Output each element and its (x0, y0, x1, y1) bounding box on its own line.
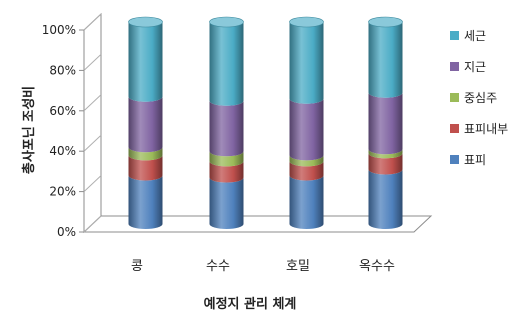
bar-top-cap (209, 16, 244, 28)
x-tick-label: 옥수수 (359, 259, 395, 274)
bar-segment (128, 96, 163, 153)
bar-segment (368, 22, 403, 98)
x-axis-title: 예정지 관리 체계 (204, 296, 297, 312)
legend-label: 표피 (464, 153, 486, 167)
y-tick-label: 60% (49, 104, 76, 118)
y-tick-label: 0% (57, 225, 76, 239)
bar-stack (128, 16, 163, 229)
legend-swatch (450, 31, 459, 40)
side-wall (83, 12, 102, 234)
bar-segment (368, 153, 403, 175)
y-tick-diagonal (83, 13, 102, 31)
y-tick-diagonal (83, 215, 102, 233)
legend-label: 세근 (464, 29, 486, 43)
y-tick-label: 80% (49, 63, 76, 77)
x-tick-label: 콩 (131, 259, 143, 274)
bar-segment (368, 169, 403, 229)
bar-segment (128, 155, 163, 181)
y-tick-diagonal (83, 94, 102, 112)
legend-swatch (450, 155, 459, 164)
bar-segment (128, 22, 163, 102)
bar-stack (209, 16, 244, 229)
bar-segment (368, 149, 403, 159)
bar-top-cap (368, 16, 403, 28)
x-tick-label: 호밀 (286, 259, 310, 274)
legend-label: 표피내부 (464, 122, 508, 136)
bar-segment (368, 92, 403, 155)
bar-segment (209, 177, 244, 229)
y-axis-title: 총사포닌 조성비 (21, 86, 37, 174)
x-tick-labels: 콩 수수 호밀 옥수수 (131, 259, 395, 274)
bar-segment (209, 100, 244, 157)
x-tick-label: 수수 (206, 259, 230, 274)
bar-segment (289, 175, 324, 229)
bar-segment (128, 147, 163, 161)
chart-axes (82, 12, 433, 234)
bar-segment (209, 151, 244, 167)
bar-top-cap (128, 16, 163, 28)
y-tick-diagonal (83, 175, 102, 192)
legend-swatch (450, 93, 459, 102)
y-tick-label: 40% (49, 144, 76, 158)
legend-swatch (450, 124, 459, 133)
y-tick-label: 100% (42, 23, 76, 37)
y-tick-diagonal (83, 54, 102, 71)
bar-stack (289, 16, 324, 229)
bar-segment (289, 98, 324, 161)
bar-top-cap (289, 16, 324, 28)
bar-segment (289, 155, 324, 167)
bar-segment (209, 22, 244, 106)
legend-label: 지근 (464, 60, 486, 74)
legend-swatch (450, 62, 459, 71)
y-tick-diagonal (83, 134, 102, 152)
bar-segment (289, 161, 324, 181)
bar-segment (209, 161, 244, 183)
bar-segment (128, 175, 163, 229)
bar-segment (289, 22, 324, 104)
legend-label: 중심주 (464, 91, 497, 105)
bar-stack (368, 16, 403, 229)
chart-bars (128, 16, 403, 229)
y-tick-label: 20% (49, 185, 76, 199)
y-tick-labels: 0% 20% 40% 60% 80% 100% (42, 13, 102, 239)
